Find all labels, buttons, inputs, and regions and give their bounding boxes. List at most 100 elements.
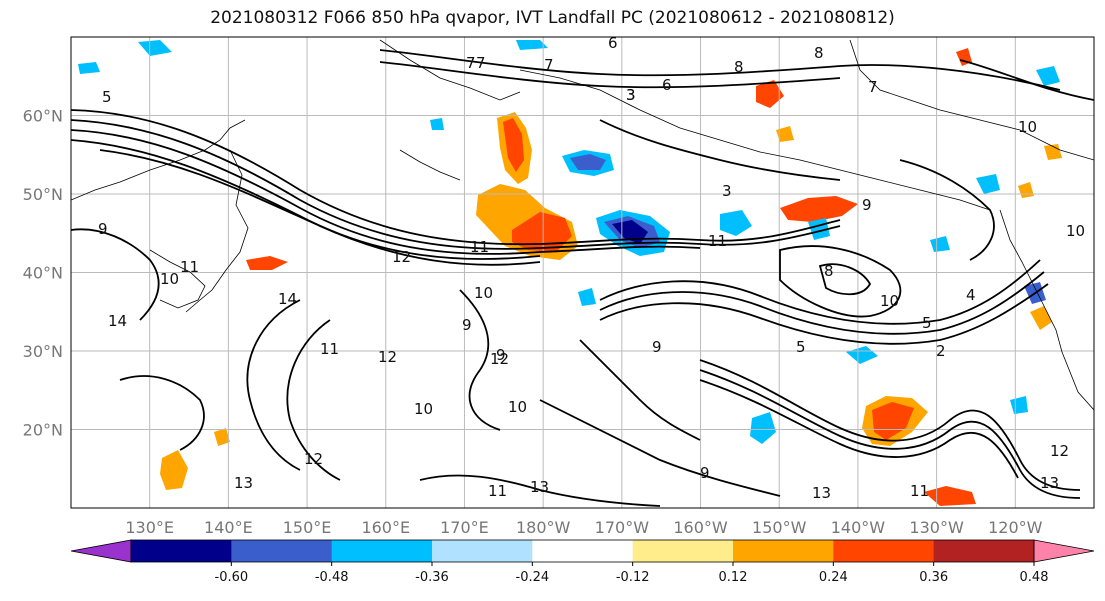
longitude-label: 130°E xyxy=(125,518,174,537)
contour-label: 5 xyxy=(102,88,112,106)
colorbar-segment xyxy=(632,540,734,562)
contour-label: 3 xyxy=(626,86,636,104)
contour-label: 10 xyxy=(1018,118,1037,136)
contour-label: 12 xyxy=(304,450,323,468)
colorbar-segment xyxy=(231,540,333,562)
contour-label: 11 xyxy=(910,482,929,500)
contour-label: 7 xyxy=(476,54,486,72)
positive-anomaly-patch xyxy=(160,450,188,490)
contour-label: 13 xyxy=(812,484,831,502)
colorbar-max-extension xyxy=(1033,539,1095,563)
latitude-label: 50°N xyxy=(23,185,63,204)
contour-label: 11 xyxy=(488,482,507,500)
longitude-label: 160°E xyxy=(361,518,410,537)
colorbar: -0.60 -0.48 -0.36 -0.24 -0.12 0.12 0.24 0.36 0.4… xyxy=(70,539,1095,585)
longitude-label: 150°E xyxy=(283,518,332,537)
negative-anomaly-patch xyxy=(930,236,950,252)
negative-anomaly-patch xyxy=(516,40,548,50)
contour-label: 6 xyxy=(608,34,618,52)
longitude-label: 170°E xyxy=(440,518,489,537)
positive-anomaly-patch xyxy=(1044,144,1062,160)
contour-label: 9 xyxy=(862,196,872,214)
contour-label: 13 xyxy=(1040,474,1059,492)
contour-label: 12 xyxy=(1050,442,1069,460)
contour-label: 11 xyxy=(708,232,727,250)
positive-anomaly-patch xyxy=(872,402,914,440)
colorbar-tick-label: -0.60 xyxy=(215,570,249,585)
latitude-label: 30°N xyxy=(23,342,63,361)
contour-label: 8 xyxy=(734,58,744,76)
positive-anomaly-patch xyxy=(214,428,230,446)
contour-label: 10 xyxy=(414,400,433,418)
contour-label: 10 xyxy=(1066,222,1085,240)
ivt-contours xyxy=(71,49,1094,507)
contour-label: 11 xyxy=(320,340,339,358)
map-plot-area: 5 9 11 14 11 12 12 12 13 7 7 6 6 8 3 11 … xyxy=(71,34,1094,508)
colorbar-min-extension xyxy=(70,539,132,563)
contour-label: 14 xyxy=(278,290,297,308)
contour-label: 3 xyxy=(722,182,732,200)
negative-anomaly-patch xyxy=(1036,66,1060,86)
contour-label: 12 xyxy=(378,348,397,366)
longitude-label: 120°W xyxy=(988,518,1043,537)
colorbar-segment xyxy=(331,540,433,562)
latitude-label: 20°N xyxy=(23,421,63,440)
contour-label: 13 xyxy=(234,474,253,492)
colorbar-segment xyxy=(733,540,834,562)
colorbar-segment xyxy=(432,540,533,562)
colorbar-tick-label: 0.48 xyxy=(1020,570,1049,585)
colorbar-outline xyxy=(130,539,1035,563)
contour-label: 7 xyxy=(544,56,554,74)
contour-label: 4 xyxy=(966,286,976,304)
positive-anomaly-patch xyxy=(1030,306,1052,330)
positive-anomaly-patch xyxy=(776,126,794,142)
contour-label: 7 xyxy=(868,78,878,96)
negative-anomaly-patch xyxy=(612,220,648,244)
colorbar-tick-label: 0.12 xyxy=(719,570,748,585)
colorbar-segment xyxy=(131,540,232,562)
contour-label: 2 xyxy=(936,342,946,360)
contour-label: 5 xyxy=(796,338,806,356)
contour-label: 3 xyxy=(626,86,636,104)
colorbar-tick-label: 0.36 xyxy=(919,570,948,585)
contour-label: 9 xyxy=(98,220,108,238)
contour-label: 6 xyxy=(662,76,672,94)
contour-label: 7 xyxy=(466,54,476,72)
positive-anomaly-patch xyxy=(503,118,524,172)
contour-label: 10 xyxy=(508,398,527,416)
contour-label: 10 xyxy=(160,270,179,288)
colorbar-tick-label: 0.24 xyxy=(819,570,848,585)
contour-label: 12 xyxy=(392,248,411,266)
negative-anomaly-patch xyxy=(1010,396,1028,414)
map-title: 2021080312 F066 850 hPa qvapor, IVT Land… xyxy=(210,8,895,28)
contour-label: 14 xyxy=(108,312,127,330)
contour-label: 9 xyxy=(700,464,710,482)
colorbar-segment xyxy=(933,540,1035,562)
longitude-label: 130°W xyxy=(909,518,964,537)
map-frame xyxy=(70,36,1095,509)
positive-anomaly-patch xyxy=(780,196,858,222)
colorbar-tick-label: -0.48 xyxy=(315,570,349,585)
negative-anomaly-patch xyxy=(976,174,1000,194)
negative-anomaly-patch xyxy=(720,210,752,236)
colorbar-segment xyxy=(833,540,935,562)
contour-label: 9 xyxy=(496,346,506,364)
colorbar-tick-label: -0.12 xyxy=(616,570,650,585)
negative-anomaly-patch xyxy=(138,40,172,56)
latitude-label: 40°N xyxy=(23,264,63,283)
negative-anomaly-patch xyxy=(78,62,100,74)
contour-labels: 5 9 11 14 11 12 12 12 13 7 7 6 6 8 3 11 … xyxy=(98,34,1085,502)
colorbar-segment xyxy=(532,540,634,562)
longitude-label: 150°W xyxy=(752,518,807,537)
colorbar-tick-label: -0.24 xyxy=(516,570,550,585)
coastlines xyxy=(71,39,1094,411)
latitude-label: 60°N xyxy=(23,107,63,126)
contour-label: 10 xyxy=(474,284,493,302)
longitude-label: 180°W xyxy=(516,518,571,537)
positive-anomaly-patch xyxy=(512,212,572,252)
contour-label: 8 xyxy=(824,262,834,280)
longitude-label: 170°W xyxy=(595,518,650,537)
longitude-label: 140°W xyxy=(831,518,886,537)
longitude-label: 160°W xyxy=(673,518,728,537)
